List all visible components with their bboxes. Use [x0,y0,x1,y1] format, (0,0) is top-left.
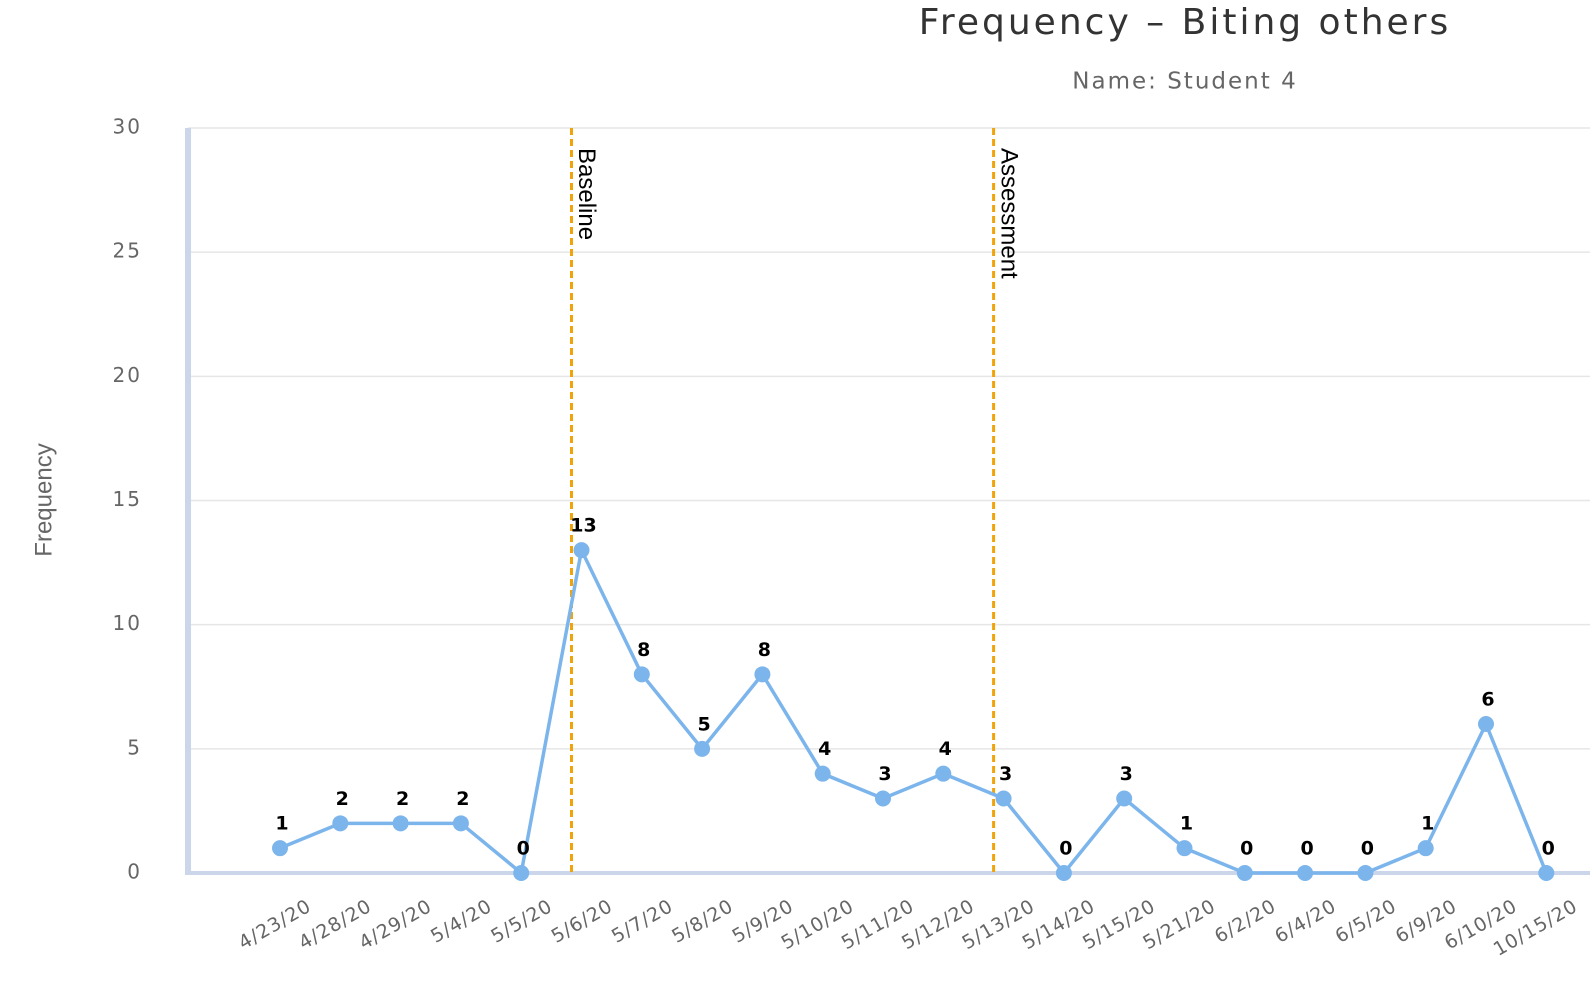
x-tick-label: 6/2/20 [1211,895,1280,948]
data-label: 13 [570,515,596,537]
y-tick-label: 0 [127,860,142,884]
point [1236,865,1253,881]
point [1297,865,1314,881]
data-label: 8 [758,639,771,661]
data-label: 1 [275,813,288,835]
data-label: 2 [456,788,469,810]
data-label: 0 [1542,838,1555,860]
data-label: 3 [878,763,891,785]
y-tick-label: 30 [113,115,142,139]
x-tick-label: 5/4/20 [427,895,496,948]
series-line [279,544,1548,877]
y-tick-label: 10 [113,611,142,635]
x-tick-label: 6/4/20 [1271,895,1340,948]
y-tick-label: 20 [113,363,142,387]
point [1417,840,1434,857]
point [814,765,831,782]
y-axis-title: Frequency [30,443,57,556]
data-label: 0 [1240,838,1253,860]
data-label: 2 [396,788,409,810]
x-tick-label: 5/8/20 [668,895,737,948]
point [1116,790,1133,807]
data-label: 1 [1180,813,1193,835]
point [1357,865,1374,881]
y-tick-label: 15 [113,487,142,511]
point [573,542,590,559]
chart-title: Frequency – Biting others [919,2,1451,43]
point [633,666,650,683]
data-label: 1 [1421,813,1434,835]
point [452,815,469,832]
point [272,840,288,857]
x-tick-label: 5/5/20 [487,895,556,948]
point [1176,840,1193,857]
point [754,666,771,683]
point [392,815,409,832]
plot-line-label: Baseline [573,148,600,240]
y-tick-label: 25 [113,239,142,263]
data-label: 0 [1300,838,1313,860]
data-label: 3 [1120,763,1133,785]
point [1478,716,1494,732]
x-tick-label: 6/5/20 [1331,895,1400,948]
point [694,740,711,757]
point [1055,865,1072,881]
data-label: 8 [637,639,650,661]
point [935,765,952,782]
data-label: 0 [1059,838,1072,860]
point [332,815,349,832]
x-tick-label: 5/6/20 [548,895,617,948]
y-tick-label: 5 [127,735,142,759]
data-label: 5 [697,713,710,735]
point [995,790,1012,807]
data-label: 0 [517,838,530,860]
point [875,790,891,807]
chart-subtitle: Name: Student 4 [1072,69,1297,95]
data-label: 6 [1481,689,1494,711]
data-label: 4 [939,738,952,760]
point [1538,865,1555,881]
x-tick-label: 5/7/20 [608,895,677,948]
point [513,865,530,881]
data-label: 3 [999,763,1012,785]
data-label: 0 [1361,838,1374,860]
data-label: 4 [818,738,831,760]
data-label: 2 [336,788,349,810]
plot-line-label: Assessment [995,148,1022,279]
